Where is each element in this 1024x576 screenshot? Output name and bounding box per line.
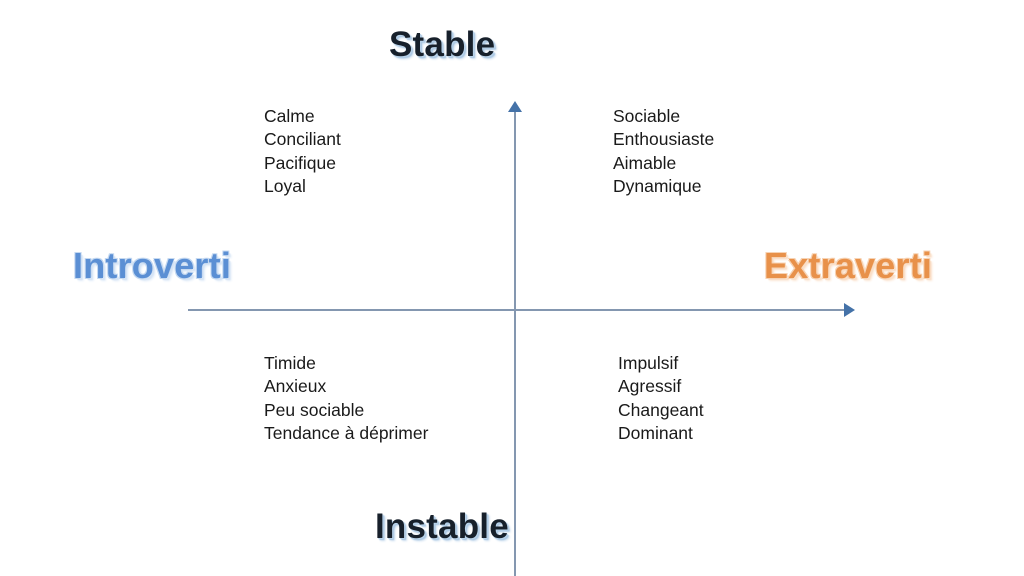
trait-item: Peu sociable xyxy=(264,399,365,420)
trait-item: Aimable xyxy=(613,152,677,173)
arrow-up-icon xyxy=(508,101,522,112)
vertical-axis-line xyxy=(514,108,516,576)
trait-item: Conciliant xyxy=(264,129,341,150)
trait-item: Timide xyxy=(264,353,316,373)
axis-label-extraverti: Extraverti xyxy=(764,245,933,286)
trait-item: Agressif xyxy=(618,376,682,397)
quadrant-top-right-traits: Sociable Enthousiaste Aimable Dynamique xyxy=(613,105,714,198)
quadrant-bottom-left-traits: Timide Anxieux Peu sociable Tendance à d… xyxy=(264,352,428,445)
trait-item: Changeant xyxy=(618,399,704,420)
trait-item: Anxieux xyxy=(264,376,327,397)
quadrant-bottom-right-traits: Impulsif Agressif Changeant Dominant xyxy=(618,352,704,445)
trait-item: Enthousiaste xyxy=(613,129,715,150)
axis-label-instable: Instable xyxy=(375,507,509,546)
trait-item: Impulsif xyxy=(618,353,679,373)
horizontal-axis-line xyxy=(188,309,850,311)
trait-item: Loyal xyxy=(264,175,306,196)
trait-item: Dominant xyxy=(618,422,693,443)
quadrant-top-left-traits: Calme Conciliant Pacifique Loyal xyxy=(264,105,341,198)
trait-item: Pacifique xyxy=(264,152,336,173)
axis-label-stable: Stable xyxy=(389,25,496,64)
trait-item: Calme xyxy=(264,106,315,126)
trait-item: Dynamique xyxy=(613,175,702,196)
trait-item: Sociable xyxy=(613,106,681,126)
arrow-right-icon xyxy=(844,303,855,317)
trait-item: Tendance à déprimer xyxy=(264,422,429,443)
axis-label-introverti: Introverti xyxy=(73,245,232,286)
